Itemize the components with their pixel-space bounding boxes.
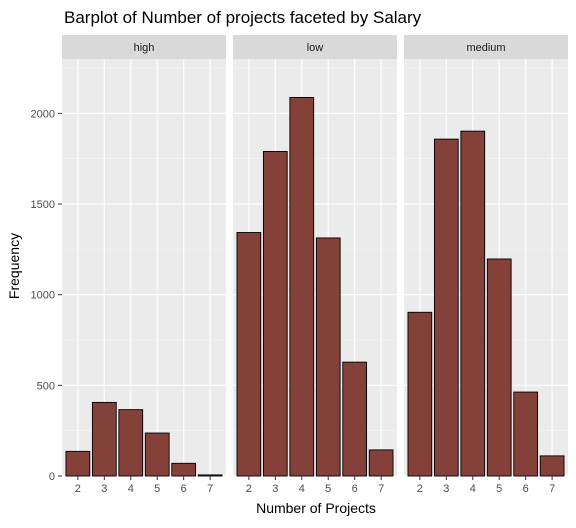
x-tick-label: 3: [101, 483, 107, 495]
y-tick-label: 500: [37, 380, 55, 392]
bar-low-3: [262, 151, 288, 477]
bar-low-6: [342, 361, 368, 477]
bar-medium-2: [407, 311, 433, 477]
bar-low-4: [289, 96, 315, 477]
facet-panels: high 2 3 4 5 6 7 low 2 3 4 5 6 7 medium 2 3 4 5 6 7: [62, 35, 568, 495]
x-tick-label: 2: [246, 483, 252, 495]
x-tick-label: 6: [352, 483, 358, 495]
bar-low-7: [368, 449, 394, 477]
bar-medium-4: [460, 130, 486, 477]
x-tick-label: 3: [443, 483, 449, 495]
facet-high: high 2 3 4 5 6 7: [62, 35, 226, 495]
facet-medium: medium 2 3 4 5 6 7: [404, 35, 568, 495]
bar-medium-7: [539, 455, 565, 477]
x-tick-label: 5: [154, 483, 160, 495]
x-tick-label: 4: [299, 483, 305, 495]
bar-high-7: [197, 474, 223, 477]
facet-strip-label: low: [307, 42, 324, 54]
y-tick-label: 1000: [31, 290, 55, 302]
x-tick-label: 3: [272, 483, 278, 495]
x-tick-label: 5: [325, 483, 331, 495]
x-tick-label: 2: [75, 483, 81, 495]
x-axis-title: Number of Projects: [256, 500, 376, 516]
y-axis: 0 500 1000 1500 2000: [31, 108, 62, 483]
bar-medium-5: [486, 258, 512, 477]
y-tick-label: 2000: [31, 108, 55, 120]
y-tick-label: 1500: [31, 199, 55, 211]
bar-high-3: [91, 401, 117, 477]
x-tick-label: 4: [128, 483, 134, 495]
chart-title: Barplot of Number of projects faceted by…: [64, 8, 422, 27]
facet-strip: [233, 35, 397, 59]
x-tick-label: 7: [549, 483, 555, 495]
facet-strip: [62, 35, 226, 59]
facet-strip-label: high: [134, 42, 155, 54]
bar-high-6: [171, 462, 197, 477]
bar-high-5: [144, 432, 170, 477]
x-tick-label: 4: [470, 483, 476, 495]
x-tick-label: 6: [181, 483, 187, 495]
facet-strip-label: medium: [466, 42, 505, 54]
bar-high-2: [65, 450, 91, 477]
y-tick-label: 0: [49, 471, 55, 483]
x-tick-label: 7: [378, 483, 384, 495]
x-tick-label: 7: [207, 483, 213, 495]
panel-background: [62, 59, 226, 476]
bar-low-5: [315, 237, 341, 477]
bar-low-2: [236, 232, 262, 477]
bar-medium-6: [513, 391, 539, 477]
x-tick-label: 5: [496, 483, 502, 495]
facet-strip: [404, 35, 568, 59]
bar-medium-3: [433, 138, 459, 477]
y-axis-title: Frequency: [6, 233, 22, 299]
x-tick-label: 6: [523, 483, 529, 495]
bar-high-4: [118, 409, 144, 477]
x-tick-label: 2: [417, 483, 423, 495]
facet-low: low 2 3 4 5 6 7: [233, 35, 397, 495]
